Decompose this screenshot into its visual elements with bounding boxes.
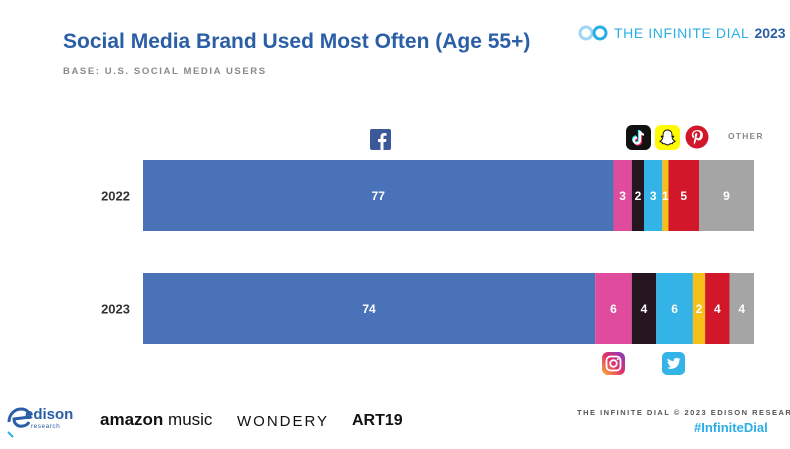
data-label-twitter-2023: 6 xyxy=(671,302,678,316)
bar-other-2023 xyxy=(729,273,754,344)
twitter-icon xyxy=(662,352,685,375)
infinity-icon xyxy=(578,25,608,41)
chart-subtitle: BASE: U.S. SOCIAL MEDIA USERS xyxy=(63,66,267,77)
pinterest-icon xyxy=(685,125,709,149)
data-label-instagram-2023: 6 xyxy=(610,302,617,316)
bar-tiktok-2022 xyxy=(631,160,645,231)
bar-twitter-2023 xyxy=(656,273,693,344)
edison-logo xyxy=(5,404,33,443)
chart-title: Social Media Brand Used Most Often (Age … xyxy=(63,30,531,53)
data-label-twitter-2022: 3 xyxy=(650,189,657,203)
amazon-text: amazon xyxy=(100,410,164,429)
data-label-facebook-2022: 77 xyxy=(372,189,386,203)
data-label-facebook-2023: 74 xyxy=(362,302,376,316)
data-label-other-2023: 4 xyxy=(738,302,745,316)
data-label-other-2022: 9 xyxy=(723,189,730,203)
art19-logo: ART19 xyxy=(352,412,403,429)
data-label-pinterest-2023: 4 xyxy=(714,302,721,316)
bar-facebook-2023 xyxy=(143,273,596,344)
data-label-tiktok-2023: 4 xyxy=(641,302,648,316)
bar-other-2022 xyxy=(699,160,754,231)
data-label-instagram-2022: 3 xyxy=(619,189,626,203)
edison-logo-subtext: research xyxy=(31,423,61,430)
bar-pinterest-2022 xyxy=(668,160,700,231)
bar-instagram-2023 xyxy=(595,273,632,344)
hashtag-link[interactable]: #InfiniteDial xyxy=(694,420,768,435)
data-label-snapchat-2022: 1 xyxy=(662,189,669,203)
year-label-2023: 2023 xyxy=(101,302,130,317)
facebook-icon xyxy=(370,129,391,150)
bar-pinterest-2023 xyxy=(705,273,730,344)
other-label: OTHER xyxy=(728,131,764,141)
brand-year: 2023 xyxy=(754,25,786,41)
bar-snapchat-2022 xyxy=(662,160,669,231)
infinite-dial-logo: THE INFINITE DIAL 2023 xyxy=(578,21,786,45)
brand-text: THE INFINITE DIAL xyxy=(614,25,750,41)
edison-logo-text: edison xyxy=(25,406,74,423)
bar-tiktok-2023 xyxy=(631,273,657,344)
snapchat-icon xyxy=(655,125,680,150)
year-label-2022: 2022 xyxy=(101,189,130,204)
wondery-logo: WONDERY xyxy=(237,413,330,430)
bar-twitter-2022 xyxy=(644,160,663,231)
bar-instagram-2022 xyxy=(613,160,632,231)
bar-snapchat-2023 xyxy=(692,273,706,344)
music-text: music xyxy=(168,410,213,429)
edison-mark-icon xyxy=(7,407,32,438)
bar-facebook-2022 xyxy=(143,160,614,231)
data-label-snapchat-2023: 2 xyxy=(696,302,703,316)
data-label-tiktok-2022: 2 xyxy=(635,189,642,203)
data-label-pinterest-2022: 5 xyxy=(680,189,687,203)
footer-credit: THE INFINITE DIAL © 2023 EDISON RESEARCH xyxy=(577,408,790,417)
amazon-music-logo: amazon music xyxy=(100,410,212,430)
tiktok-icon xyxy=(626,125,651,150)
instagram-icon xyxy=(602,352,625,375)
